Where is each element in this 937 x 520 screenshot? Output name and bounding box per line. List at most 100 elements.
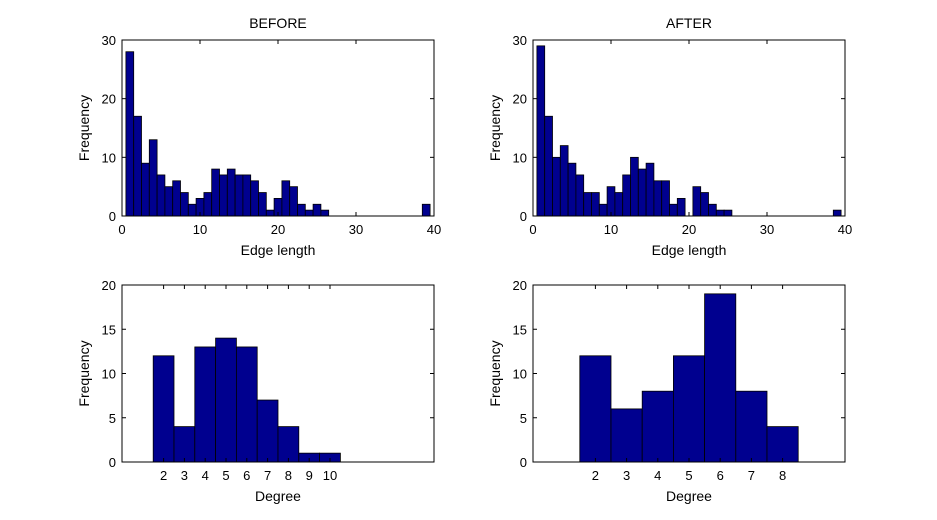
histogram-bar: [256, 399, 279, 463]
y-tick-label: 0: [109, 209, 116, 224]
y-axis-label: Frequency: [487, 340, 503, 406]
x-tick-label: 4: [202, 468, 209, 483]
histogram-bar: [164, 186, 174, 217]
histogram-bar: [320, 209, 330, 217]
histogram-bar: [653, 180, 663, 217]
histogram-bar: [421, 203, 431, 217]
histogram-bar: [180, 192, 189, 217]
y-tick-label: 30: [102, 33, 116, 48]
histogram-bar: [536, 45, 546, 217]
x-tick-label: 2: [592, 468, 599, 483]
histogram-bar: [669, 203, 678, 217]
y-tick-label: 5: [109, 411, 116, 426]
x-tick-label: 9: [306, 468, 313, 483]
histogram-bar: [673, 355, 706, 463]
histogram-bar: [297, 203, 306, 217]
histogram-bar: [708, 203, 717, 217]
histogram-bar: [194, 346, 217, 463]
histogram-bar: [133, 115, 142, 217]
histogram-bar: [172, 180, 181, 217]
histogram-bar: [610, 408, 643, 463]
y-tick-label: 0: [520, 209, 527, 224]
x-tick-label: 20: [271, 222, 285, 237]
y-tick-label: 15: [513, 322, 527, 337]
x-tick-label: 7: [264, 468, 271, 483]
histogram-bar: [622, 174, 631, 217]
y-tick-label: 5: [520, 411, 527, 426]
histogram-bar: [148, 139, 158, 217]
x-axis-label: Degree: [255, 488, 301, 504]
histogram-bar: [614, 192, 624, 217]
y-tick-label: 0: [520, 455, 527, 470]
y-tick-label: 20: [513, 92, 527, 107]
x-tick-label: 5: [685, 468, 692, 483]
histogram-bar: [715, 209, 725, 217]
histogram-bar: [226, 168, 236, 217]
x-tick-label: 2: [160, 468, 167, 483]
x-tick-label: 0: [529, 222, 536, 237]
x-tick-label: 30: [349, 222, 363, 237]
y-tick-label: 20: [102, 92, 116, 107]
y-axis-label: Frequency: [76, 95, 92, 161]
histogram-bar: [156, 174, 166, 217]
histogram-bar: [203, 192, 213, 217]
y-tick-label: 15: [102, 322, 116, 337]
histogram-bar: [598, 203, 608, 217]
histogram-bar: [125, 51, 135, 217]
chart-title: AFTER: [666, 15, 712, 31]
histogram-bar: [606, 186, 616, 217]
histogram-bar: [242, 174, 252, 217]
histogram-bar: [591, 192, 600, 217]
chart-title: BEFORE: [249, 15, 307, 31]
histogram-bar: [559, 145, 569, 217]
histogram-bar: [766, 426, 799, 463]
histogram-bar: [544, 115, 553, 217]
chart-panel-top-left: 0 10 20 30 40 0 10 20 30 BEFORE Edge length Frequen…: [76, 15, 441, 258]
histogram-bar: [235, 346, 258, 463]
chart-panel-top-right: 0 10 20 30 40 0 10 20 30 AFTER Edge length Frequenc…: [487, 15, 852, 258]
x-tick-label: 20: [682, 222, 696, 237]
y-tick-label: 0: [109, 455, 116, 470]
histogram-bar: [641, 390, 674, 463]
histogram-bar: [234, 174, 244, 217]
histogram-bar: [312, 203, 322, 217]
histogram-bar: [277, 426, 300, 463]
y-tick-label: 20: [513, 278, 527, 293]
histogram-bar: [173, 426, 196, 463]
histogram-bar: [289, 186, 298, 217]
histogram-bar: [152, 355, 175, 463]
x-axis-label: Edge length: [241, 242, 316, 258]
histogram-bar: [567, 162, 577, 217]
histogram-bar: [692, 186, 702, 217]
histogram-bar: [700, 192, 709, 217]
histogram-bar: [579, 355, 612, 463]
chart-panel-bottom-right: 2 3 4 5 6 7 8 0 5 10 15 20 Degree Frequency: [487, 278, 846, 504]
histogram-bar: [583, 192, 592, 217]
histogram-bar: [258, 192, 267, 217]
histogram-bar: [645, 162, 655, 217]
histogram-bar: [141, 162, 150, 217]
y-axis-label: Frequency: [487, 95, 503, 161]
y-tick-label: 10: [102, 150, 116, 165]
x-tick-label: 6: [717, 468, 724, 483]
y-tick-label: 20: [102, 278, 116, 293]
x-tick-label: 8: [285, 468, 292, 483]
y-tick-label: 10: [102, 367, 116, 382]
x-tick-label: 0: [118, 222, 125, 237]
histogram-bar: [735, 390, 768, 463]
y-tick-label: 10: [513, 150, 527, 165]
histogram-bar: [215, 337, 237, 463]
x-axis-label: Edge length: [652, 242, 727, 258]
x-axis-label: Degree: [666, 488, 712, 504]
x-tick-label: 8: [779, 468, 786, 483]
histogram-bar: [250, 180, 259, 217]
histogram-bar: [265, 209, 275, 217]
y-tick-label: 10: [513, 367, 527, 382]
histogram-bar: [832, 209, 842, 217]
x-tick-label: 5: [222, 468, 229, 483]
histogram-bar: [661, 180, 670, 217]
histogram-bar: [211, 168, 220, 217]
histogram-bar: [704, 293, 737, 463]
